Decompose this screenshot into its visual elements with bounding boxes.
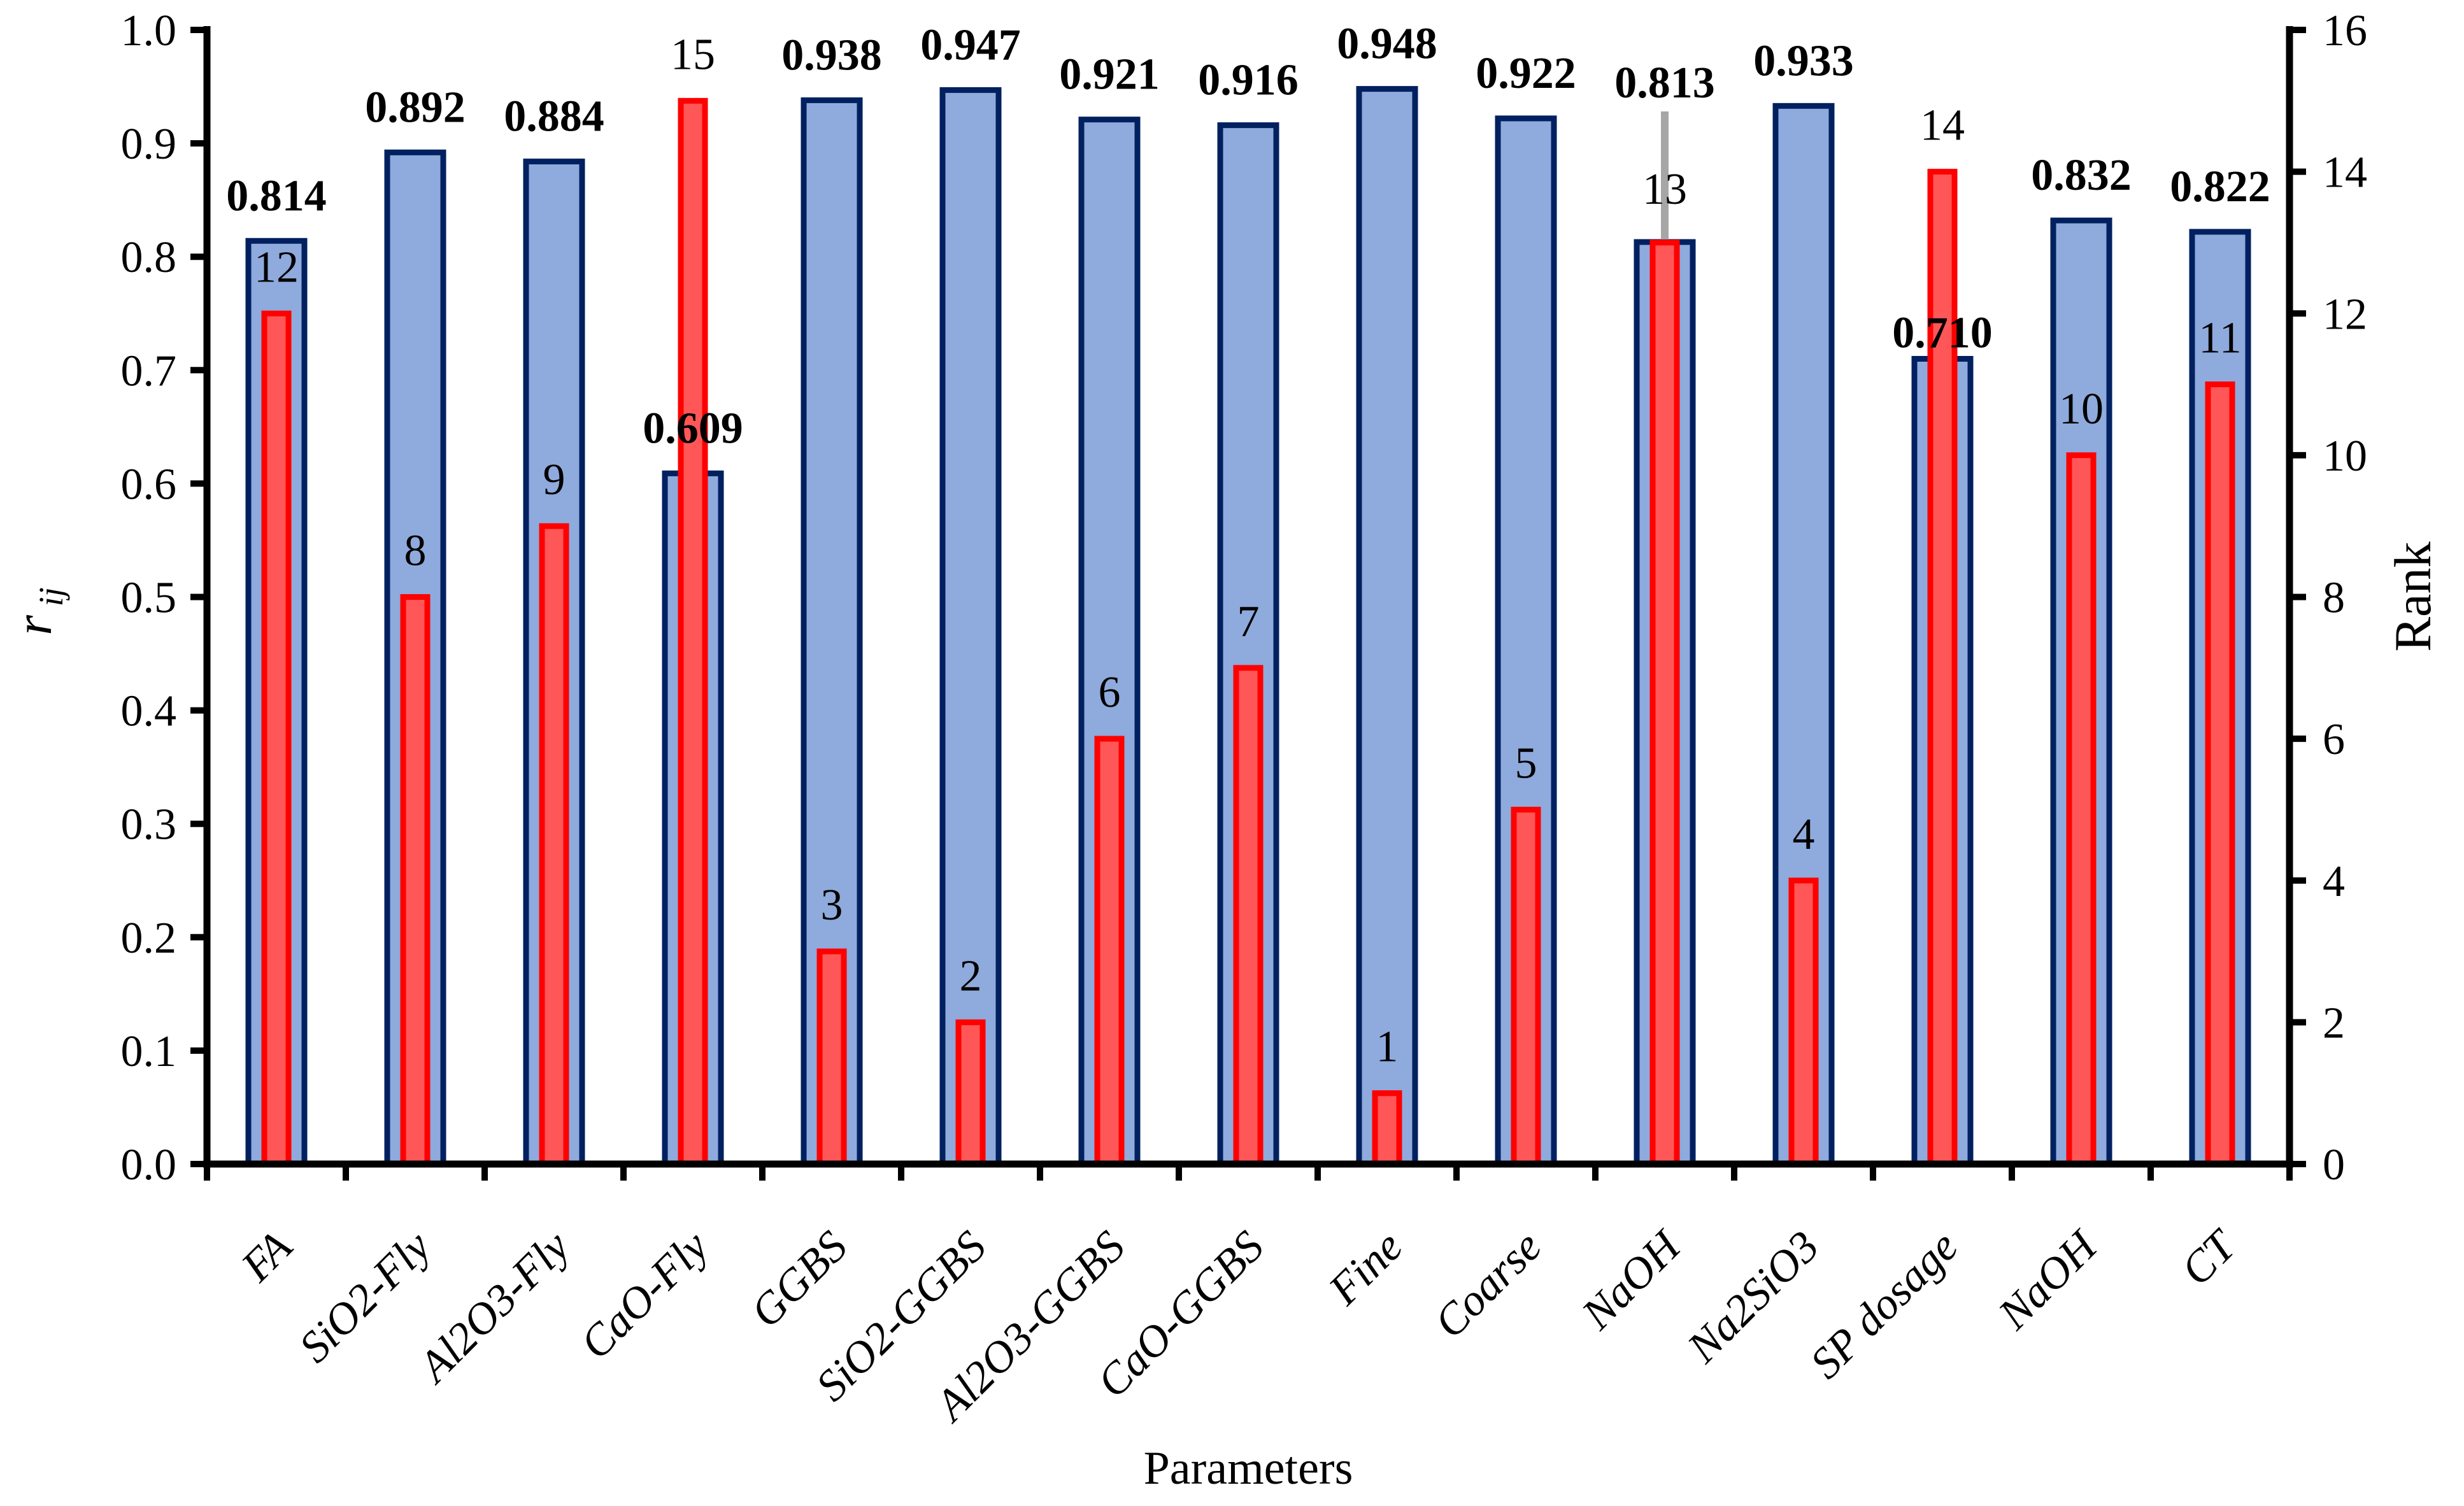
rank-value-label-CaO-GGBS: 7 [1237, 597, 1260, 646]
y-right-tick-label: 4 [2323, 857, 2345, 906]
rij-value-label-SiO2-Fly: 0.892 [365, 83, 466, 132]
rank-value-label-SP dosage: 14 [1920, 101, 1965, 150]
y-left-tick-label: 0.3 [121, 800, 177, 849]
rank-bar-SiO2-Fly [400, 594, 431, 1167]
rank-value-label-CaO-Fly: 15 [671, 30, 715, 79]
rij-bar-SiO2-GGBS [939, 87, 1002, 1167]
y-left-axis-title: r ij [4, 587, 70, 635]
y-left-tick-label: 0.8 [121, 233, 177, 282]
rij-value-label-Na2SiO3: 0.933 [1753, 36, 1854, 85]
rij-value-label-Al2O3-Fly: 0.884 [504, 92, 604, 141]
rank-bar-CT [2205, 381, 2235, 1167]
x-axis-title: Parameters [1144, 1442, 1353, 1495]
y-right-tick-label: 8 [2323, 574, 2345, 623]
y-right-tick-label: 14 [2323, 148, 2367, 197]
y-right-tick-label: 2 [2323, 998, 2345, 1048]
rij-value-label-FA: 0.814 [226, 171, 327, 220]
y-left-tick-label: 1.0 [121, 6, 177, 55]
rij-value-label-GGBS: 0.938 [781, 31, 882, 80]
rank-value-label-Al2O3-Fly: 9 [543, 455, 566, 504]
rank-bar-SiO2-GGBS [955, 1019, 986, 1167]
bars-layer [245, 86, 2251, 1167]
y-left-tick-label: 0.6 [121, 460, 177, 509]
rij-value-label-CaO-Fly: 0.609 [643, 404, 743, 453]
y-left-tick-label: 0.0 [121, 1140, 177, 1190]
rank-value-label-GGBS: 3 [821, 881, 843, 930]
rank-bar-CaO-Fly [678, 97, 708, 1167]
rank-bar-FA [261, 310, 292, 1167]
rank-bar-SP dosage [1927, 169, 1958, 1167]
rank-value-label-NaOH: 10 [2059, 385, 2104, 434]
rij-value-label-Fine: 0.948 [1337, 20, 1437, 69]
rank-bar-Na2SiO3 [1788, 877, 1819, 1167]
axes-layer: 0.00.10.20.30.40.50.60.70.80.91.00246810… [121, 6, 2368, 1190]
rank-value-label-FA: 12 [254, 243, 299, 292]
y-left-tick-label: 0.5 [121, 574, 177, 623]
rij-value-label-Al2O3-GGBS: 0.921 [1059, 50, 1160, 99]
rij-value-label-Coarse: 0.922 [1476, 49, 1576, 98]
rij-value-label-CaO-GGBS: 0.916 [1198, 56, 1299, 105]
rank-value-label-SiO2-Fly: 8 [404, 527, 427, 576]
y-right-tick-label: 12 [2323, 290, 2367, 339]
rank-value-label-Al2O3-GGBS: 6 [1099, 668, 1121, 717]
y-right-tick-label: 10 [2323, 432, 2367, 481]
rank-bar-NaOH [2066, 452, 2097, 1167]
rij-value-label-SP dosage: 0.710 [1892, 308, 1993, 357]
rank-bar-Fine [1372, 1090, 1402, 1167]
y-right-tick-label: 6 [2323, 715, 2345, 764]
rij-value-label-CT: 0.822 [2170, 162, 2270, 211]
rank-bar-Al2O3-Fly [539, 523, 569, 1167]
rank-bar-NaOH [1649, 239, 1680, 1167]
rank-value-label-SiO2-GGBS: 2 [960, 951, 982, 1000]
rank-bar-Al2O3-GGBS [1094, 735, 1125, 1167]
rank-value-label-Na2SiO3: 4 [1793, 810, 1815, 859]
y-right-tick-label: 16 [2323, 6, 2367, 55]
rank-value-label-Fine: 1 [1376, 1023, 1399, 1072]
rank-value-label-Coarse: 5 [1515, 739, 1537, 788]
y-left-tick-label: 0.9 [121, 120, 177, 169]
y-left-tick-label: 0.2 [121, 914, 177, 963]
rank-bar-GGBS [816, 948, 847, 1167]
rank-bar-Coarse [1511, 806, 1541, 1167]
y-right-tick-label: 0 [2323, 1140, 2345, 1190]
rij-bar-Fine [1356, 86, 1418, 1167]
rij-value-label-SiO2-GGBS: 0.947 [920, 20, 1021, 69]
rij-value-label-NaOH: 0.832 [2031, 151, 2132, 200]
y-left-tick-label: 0.7 [121, 346, 177, 395]
rij-value-label-NaOH: 0.813 [1614, 59, 1715, 108]
rank-bar-CaO-GGBS [1233, 665, 1264, 1167]
y-right-axis-title: Rank [2384, 541, 2442, 651]
rank-value-label-CT: 11 [2198, 314, 2241, 363]
y-left-tick-label: 0.4 [121, 687, 177, 736]
y-left-tick-label: 0.1 [121, 1027, 177, 1076]
rank-value-label-NaOH: 13 [1642, 165, 1687, 214]
